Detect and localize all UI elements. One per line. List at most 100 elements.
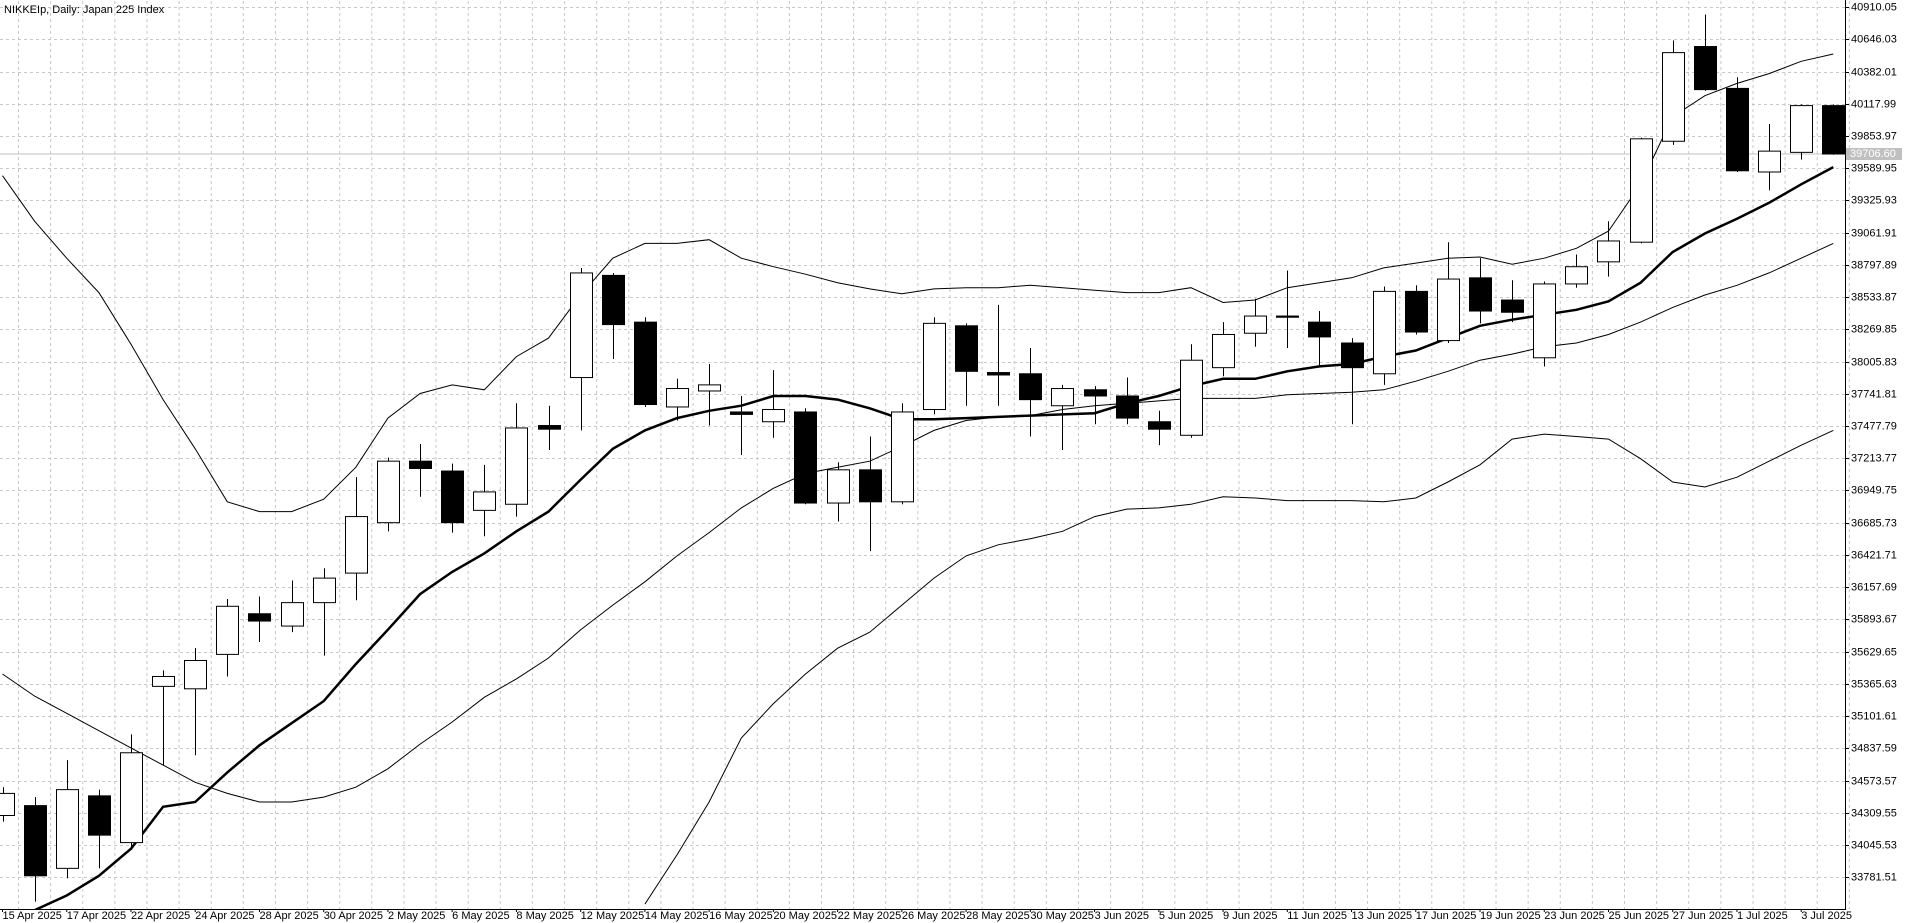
grid-layer: [0, 1, 1850, 909]
indicator-line: [2, 242, 1834, 803]
x-tick-label: 28 Apr 2025: [259, 910, 318, 922]
x-tick-label: 20 May 2025: [773, 910, 837, 922]
x-tick-label: 14 May 2025: [645, 910, 709, 922]
candle-body: [0, 792, 15, 817]
x-tick-label: 22 May 2025: [838, 910, 902, 922]
candle-body: [1308, 321, 1331, 338]
y-tick-label: 35365.63: [1851, 678, 1897, 690]
candle-body: [987, 372, 1010, 376]
x-tick-label: 30 May 2025: [1030, 910, 1094, 922]
candle-body: [634, 321, 657, 406]
y-tick-label: 33781.51: [1851, 871, 1897, 883]
candle-body: [1790, 105, 1813, 153]
last-price-box: [1846, 147, 1902, 160]
candle-body: [505, 427, 528, 505]
y-tick-label: 35893.67: [1851, 613, 1897, 625]
candle-body: [345, 516, 368, 574]
y-tick-label: 38797.89: [1851, 259, 1897, 271]
x-tick-label: 19 Jun 2025: [1480, 910, 1541, 922]
y-tick-label: 34837.59: [1851, 742, 1897, 754]
x-tick-label: 1 Jul 2025: [1737, 910, 1788, 922]
candle-body: [1630, 138, 1653, 243]
indicator-line: [34, 165, 1834, 909]
y-tick-label: 39325.93: [1851, 194, 1897, 206]
candle-body: [538, 425, 561, 430]
candle-body: [1726, 87, 1749, 172]
y-tick-label: 39853.97: [1851, 130, 1897, 142]
candle-body: [1019, 373, 1042, 401]
y-tick-label: 40117.99: [1851, 98, 1896, 110]
candle-body: [570, 272, 593, 379]
candle-body: [441, 470, 464, 524]
candle-body: [923, 322, 946, 411]
x-tick-label: 3 Jun 2025: [1095, 910, 1149, 922]
y-tick-label: 34573.57: [1851, 775, 1897, 787]
candle-body: [216, 605, 239, 655]
candle-body: [1565, 266, 1588, 285]
candle-body: [1116, 395, 1139, 419]
y-tick-label: 36685.73: [1851, 517, 1897, 529]
x-tick-label: 2 May 2025: [388, 910, 445, 922]
candle-body: [827, 469, 850, 504]
y-tick-label: 40910.05: [1851, 1, 1897, 13]
candle-body: [88, 795, 111, 836]
x-tick-label: 22 Apr 2025: [131, 910, 190, 922]
indicator-line: [2, 53, 1834, 513]
chart-title: NIKKEIp, Daily: Japan 225 Index: [4, 4, 165, 16]
y-tick-label: 39061.91: [1851, 227, 1897, 239]
candle-body: [24, 805, 47, 877]
candle-body: [1212, 333, 1235, 369]
x-tick-label: 23 Jun 2025: [1544, 910, 1605, 922]
candle-body: [281, 602, 304, 627]
candle-body: [152, 675, 175, 687]
candle-body: [1373, 290, 1396, 375]
x-tick-label: 16 May 2025: [709, 910, 773, 922]
x-tick-label: 11 Jun 2025: [1287, 910, 1347, 922]
candle-body: [794, 411, 817, 504]
candle-body: [409, 460, 432, 469]
candle-body: [859, 469, 882, 503]
y-tick-label: 36421.71: [1851, 549, 1897, 561]
candle-body: [1758, 150, 1781, 173]
y-tick-label: 34309.55: [1851, 807, 1897, 819]
candle-body: [666, 388, 689, 408]
x-tick-label: 9 Jun 2025: [1223, 910, 1277, 922]
candle-body: [1822, 105, 1845, 155]
y-tick-label: 38269.85: [1851, 323, 1897, 335]
candle-body: [1180, 359, 1203, 436]
candle-body: [1662, 52, 1685, 142]
x-tick-label: 15 Apr 2025: [3, 910, 62, 922]
y-tick-label: 34045.53: [1851, 839, 1897, 851]
candle-body: [1694, 46, 1717, 91]
candle-body: [184, 659, 207, 690]
candle-body: [1469, 277, 1492, 312]
candle-body: [1244, 315, 1267, 334]
candle-body: [1597, 240, 1620, 263]
candle-body: [762, 409, 785, 423]
candle-body: [698, 384, 721, 392]
candle-body: [602, 274, 625, 326]
candle-body: [248, 613, 271, 622]
y-tick-label: 36157.69: [1851, 581, 1897, 593]
y-tick-label: 38005.83: [1851, 356, 1897, 368]
candle-body: [473, 491, 496, 511]
candle-body: [377, 460, 400, 524]
x-tick-label: 5 Jun 2025: [1159, 910, 1213, 922]
y-tick-label: 36949.75: [1851, 484, 1897, 496]
y-tick-label: 35629.65: [1851, 646, 1897, 658]
x-tick-label: 6 May 2025: [452, 910, 509, 922]
candle-body: [730, 411, 753, 415]
y-tick-label: 37477.79: [1851, 420, 1897, 432]
plot-area: [0, 14, 1845, 909]
x-tick-label: 17 Jun 2025: [1416, 910, 1477, 922]
candle-body: [1276, 315, 1299, 318]
y-tick-label: 37741.81: [1851, 388, 1897, 400]
candle-body: [955, 325, 978, 372]
indicator-line: [644, 429, 1834, 905]
candle-body: [891, 411, 914, 503]
x-tick-label: 25 Jun 2025: [1609, 910, 1670, 922]
y-tick-label: 39589.95: [1851, 162, 1897, 174]
x-tick-label: 30 Apr 2025: [324, 910, 383, 922]
